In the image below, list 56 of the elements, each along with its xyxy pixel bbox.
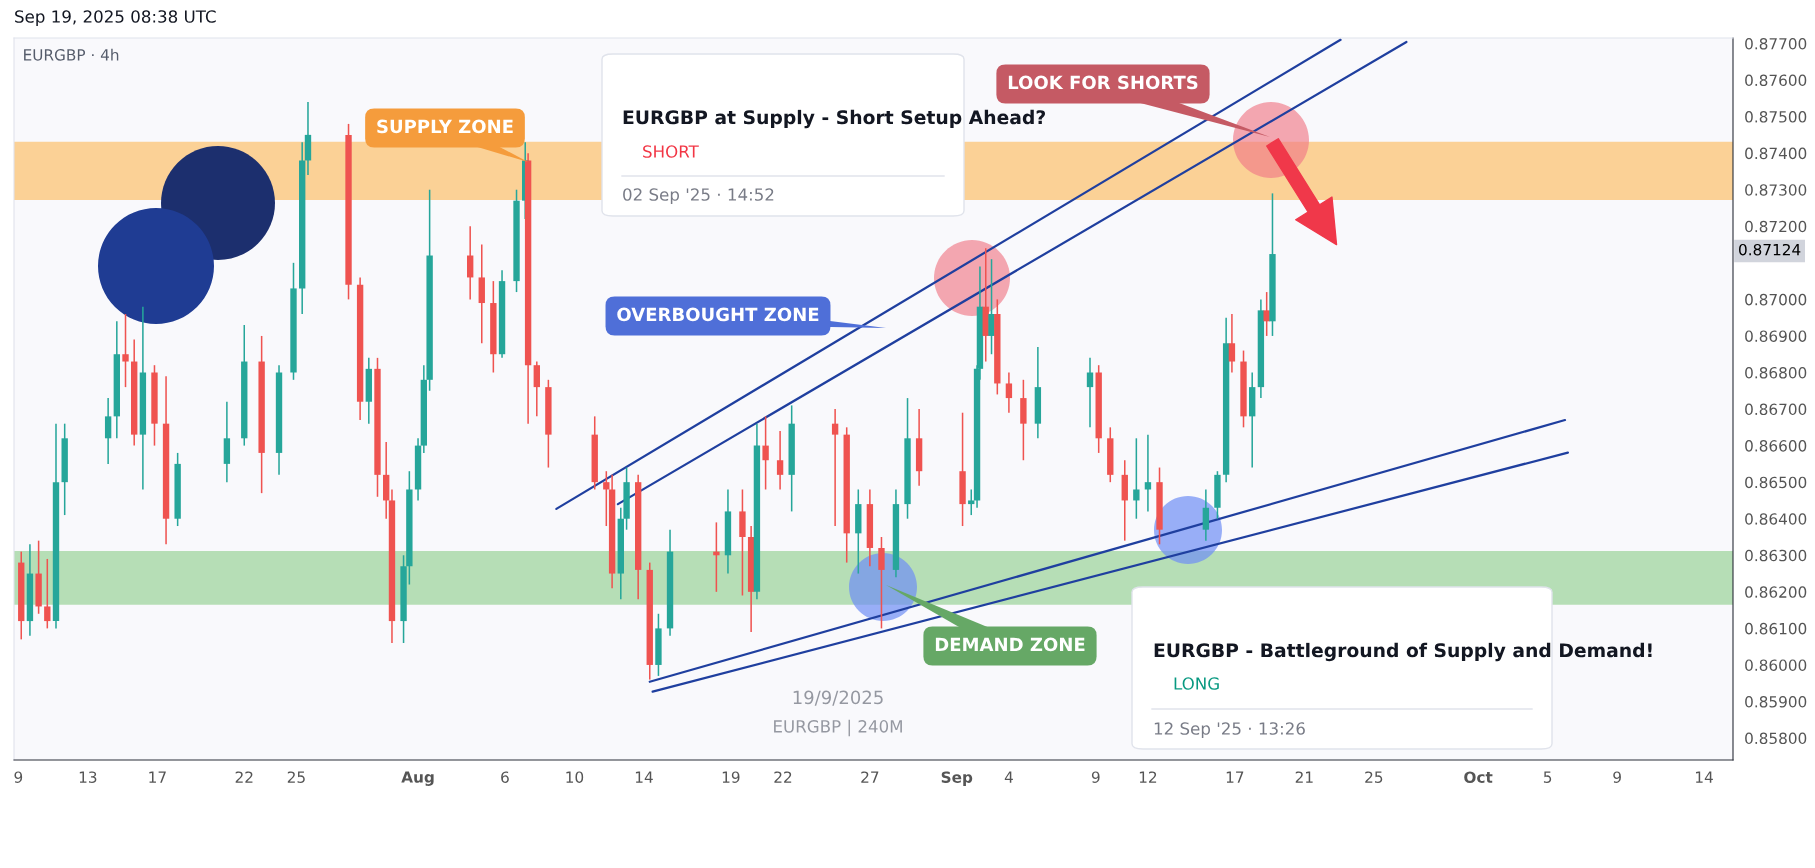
y-tick-label: 0.86100 <box>1745 622 1807 635</box>
y-tick-label: 0.87300 <box>1745 184 1807 196</box>
annotation: LOOK FOR SHORTS <box>1008 75 1198 90</box>
y-tick-label: 0.87000 <box>1745 293 1807 306</box>
text: EURGBP · 4h <box>24 48 119 61</box>
x-tick-label: 10 <box>566 771 584 783</box>
y-tick-label: 0.86300 <box>1745 549 1807 562</box>
annotation: 19/9/2025 <box>793 690 883 706</box>
y-tick-label: 0.86200 <box>1745 586 1807 598</box>
x-tick-label: 9 <box>1613 771 1621 783</box>
x-tick-label: 6 <box>501 771 509 783</box>
annotation: 02 Sep '25 · 14:52 <box>623 188 774 205</box>
x-tick-label: 9 <box>14 771 23 783</box>
x-tick-label: 17 <box>149 771 166 783</box>
annotation: EURGBP | 240M <box>774 719 902 737</box>
y-tick-label: 0.85800 <box>1745 732 1807 745</box>
y-tick-label: 0.87700 <box>1745 37 1807 50</box>
y-tick-label: 0.86500 <box>1745 476 1807 489</box>
x-tick-label: 17 <box>1226 771 1244 783</box>
x-tick-label: 21 <box>1295 771 1313 783</box>
y-tick-label: 0.87400 <box>1745 147 1807 160</box>
y-tick-label: 0.86400 <box>1745 513 1807 525</box>
y-tick-label: 0.87200 <box>1745 220 1807 233</box>
x-tick-label: Sep <box>941 771 973 786</box>
y-tick-label: 0.85900 <box>1745 695 1807 708</box>
x-tick-label: 9 <box>1091 771 1100 783</box>
x-tick-label: 14 <box>635 771 653 783</box>
x-tick-label: 14 <box>1695 771 1713 783</box>
y-tick-label: 0.86700 <box>1745 403 1807 416</box>
x-tick-label: 22 <box>235 771 253 783</box>
text: 0.87124 <box>1739 243 1801 256</box>
x-tick-label: 5 <box>1543 771 1552 783</box>
x-tick-label: Aug <box>401 771 434 786</box>
annotation: 12 Sep '25 · 13:26 <box>1154 722 1305 739</box>
x-tick-label: 27 <box>861 771 879 783</box>
x-tick-label: 12 <box>1139 771 1157 783</box>
annotation: EURGBP at Supply - Short Setup Ahead? <box>623 109 1046 129</box>
y-tick-label: 0.86900 <box>1745 330 1807 342</box>
annotation: SHORT <box>643 145 699 158</box>
x-tick-label: 19 <box>722 771 740 783</box>
y-tick-label: 0.87500 <box>1745 111 1807 123</box>
x-tick-label: 22 <box>774 771 792 783</box>
annotation: LONG <box>1174 677 1219 690</box>
text: Sep 19, 2025 08:38 UTC <box>15 10 216 27</box>
annotation: EURGBP - Battleground of Supply and Demand! <box>1154 642 1652 662</box>
annotation: OVERBOUGHT ZONE <box>617 307 819 322</box>
y-tick-label: 0.86000 <box>1745 659 1807 671</box>
y-tick-label: 0.87600 <box>1745 74 1807 87</box>
x-tick-label: 25 <box>1365 771 1383 783</box>
x-tick-label: 4 <box>1004 771 1013 783</box>
y-tick-label: 0.86800 <box>1745 366 1807 379</box>
annotation: DEMAND ZONE <box>935 637 1085 652</box>
x-tick-label: 25 <box>287 771 305 783</box>
x-tick-label: Oct <box>1464 771 1493 783</box>
y-tick-label: 0.86600 <box>1745 440 1807 452</box>
x-tick-label: 13 <box>79 771 97 783</box>
